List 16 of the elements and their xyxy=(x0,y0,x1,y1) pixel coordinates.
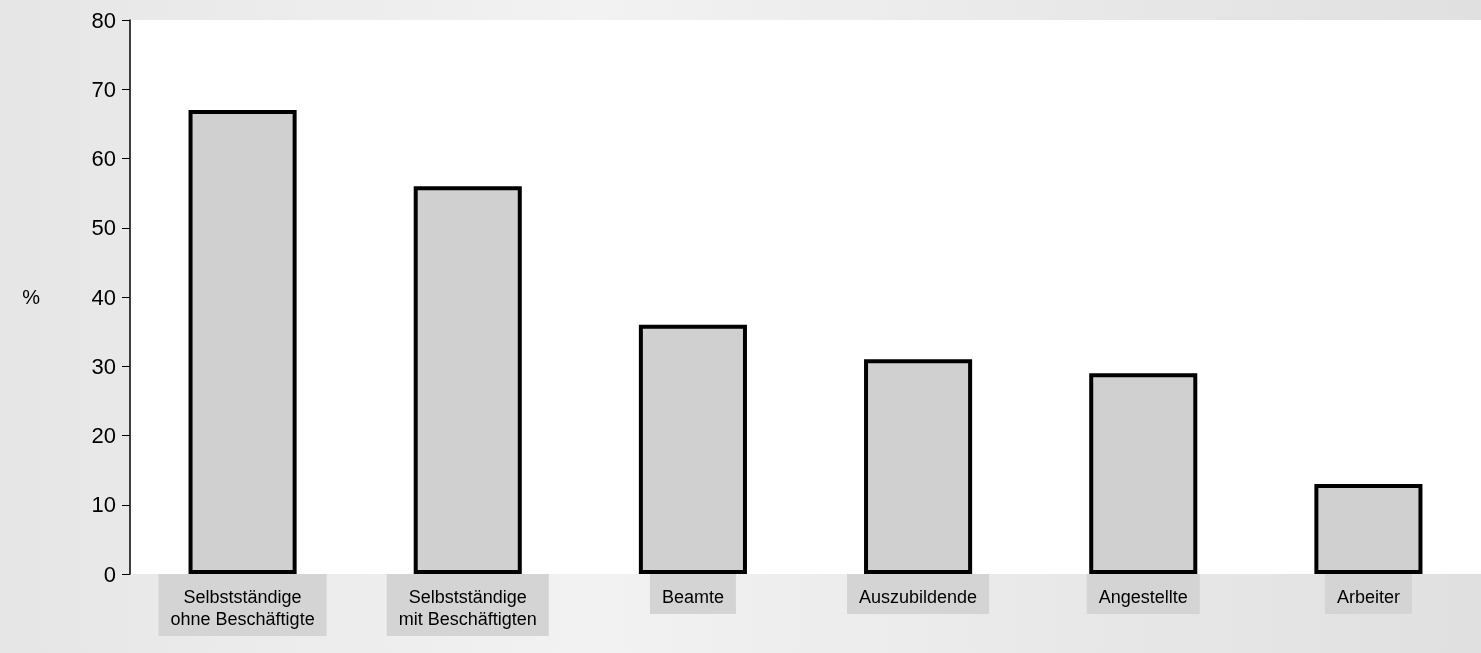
x-tick-label: Beamte xyxy=(661,587,724,607)
x-tick-label: Selbstständige mit Beschäftigten xyxy=(398,587,537,629)
y-tick-label: 40 xyxy=(91,284,116,310)
y-tick-label: 80 xyxy=(91,7,116,33)
y-tick-label: 50 xyxy=(91,215,116,241)
y-tick-label: 10 xyxy=(91,492,116,518)
y-tick-label: 60 xyxy=(91,146,116,171)
x-tick-label: Auszubildende xyxy=(859,587,978,607)
y-axis-title: % xyxy=(22,286,41,308)
y-tick-label: 0 xyxy=(103,561,116,587)
y-tick-label: 20 xyxy=(91,423,116,448)
x-tick-label: Arbeiter xyxy=(1336,587,1400,607)
x-tick-label: Angestellte xyxy=(1098,587,1188,607)
y-tick-label: 30 xyxy=(91,353,116,379)
x-tick-label: Selbstständige ohne Beschäftigte xyxy=(170,587,315,629)
y-tick-label: 70 xyxy=(91,76,116,102)
